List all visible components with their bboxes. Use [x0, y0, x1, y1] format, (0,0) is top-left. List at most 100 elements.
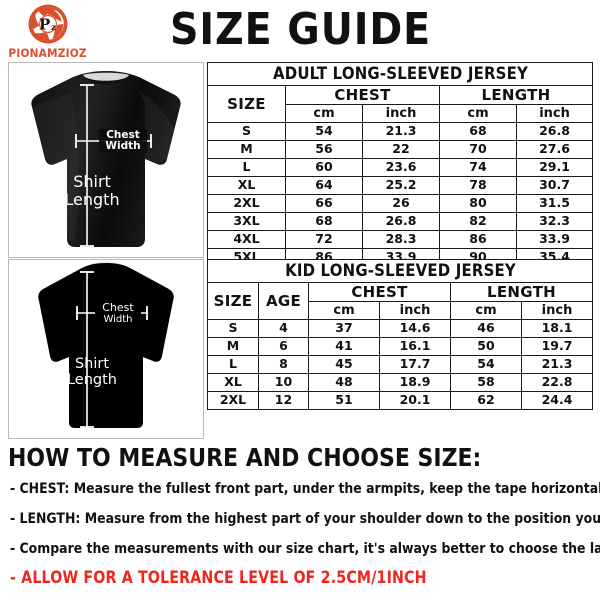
adult-cell-length-inch: 31.5: [515, 194, 594, 213]
adult-cell-size: XL: [207, 176, 286, 195]
kid-cell-chest-inch: 20.1: [379, 391, 451, 410]
adult-header-length-cm: cm: [439, 104, 517, 123]
kid-cell-length-inch: 21.3: [521, 355, 593, 374]
kid-size-table: KID LONG-SLEEVED JERSEY SIZE AGE CHEST L…: [207, 259, 593, 410]
table-row: S 54 21.3 68 26.8: [207, 122, 594, 141]
brand-name: PIONAMZIOZ: [8, 46, 88, 60]
gear-blade-logo-icon: P z: [26, 3, 70, 47]
adult-cell-chest-inch: 26: [362, 194, 440, 213]
adult-cell-length-cm: 74: [439, 158, 517, 177]
kid-cell-chest-inch: 17.7: [379, 355, 451, 374]
adult-cell-length-inch: 29.1: [515, 158, 594, 177]
table-row: M 56 22 70 27.6: [207, 140, 594, 159]
kid-header-age: AGE: [258, 282, 309, 320]
kid-cell-chest-inch: 18.9: [379, 373, 451, 392]
kid-chest-label-line1: Chest: [102, 301, 134, 314]
how-to-measure-title: HOW TO MEASURE AND CHOOSE SIZE:: [8, 443, 482, 472]
adult-cell-size: 2XL: [207, 194, 286, 213]
kid-header-length-cm: cm: [450, 301, 522, 320]
kid-cell-chest-cm: 51: [308, 391, 380, 410]
adult-cell-length-cm: 86: [439, 230, 517, 249]
kid-header-chest: CHEST: [308, 282, 451, 302]
adult-header-size: SIZE: [207, 85, 286, 123]
instruction-length: - LENGTH: Measure from the highest part …: [10, 511, 600, 527]
kid-cell-length-cm: 58: [450, 373, 522, 392]
kid-cell-chest-cm: 41: [308, 337, 380, 356]
kid-table-group-header-row: SIZE AGE CHEST LENGTH: [207, 282, 593, 320]
svg-text:z: z: [51, 23, 56, 33]
adult-cell-chest-cm: 60: [285, 158, 363, 177]
adult-size-table: ADULT LONG-SLEEVED JERSEY SIZE CHEST LEN…: [207, 62, 594, 267]
page-title: SIZE GUIDE: [170, 4, 432, 55]
kid-length-label-line1: Shirt: [75, 356, 109, 372]
table-row: XL 10 48 18.9 58 22.8: [207, 373, 593, 392]
instruction-chest: - CHEST: Measure the fullest front part,…: [10, 481, 600, 497]
table-row: 2XL 66 26 80 31.5: [207, 194, 594, 213]
adult-header-chest-cm: cm: [285, 104, 363, 123]
kid-cell-size: M: [207, 337, 259, 356]
adult-cell-chest-inch: 21.3: [362, 122, 440, 141]
kid-chest-label-line2: Width: [103, 314, 132, 325]
adult-cell-chest-cm: 68: [285, 212, 363, 231]
kid-cell-chest-cm: 37: [308, 319, 380, 338]
kid-cell-length-cm: 54: [450, 355, 522, 374]
table-row: M 6 41 16.1 50 19.7: [207, 337, 593, 356]
kid-cell-size: 2XL: [207, 391, 259, 410]
adult-header-chest-inch: inch: [362, 104, 440, 123]
kid-cell-length-cm: 46: [450, 319, 522, 338]
table-row: L 60 23.6 74 29.1: [207, 158, 594, 177]
kid-cell-size: S: [207, 319, 259, 338]
adult-jersey-svg: Chest Width Shirt Length: [9, 63, 203, 257]
brand-logo: P z PIONAMZIOZ: [8, 3, 88, 60]
adult-cell-length-inch: 27.6: [515, 140, 594, 159]
kid-cell-age: 8: [258, 355, 309, 374]
adult-cell-length-cm: 78: [439, 176, 517, 195]
kid-header-chest-inch: inch: [379, 301, 451, 320]
adult-chest-label-line1: Chest: [106, 129, 140, 141]
adult-cell-chest-cm: 56: [285, 140, 363, 159]
adult-length-label-line2: Length: [64, 190, 119, 209]
adult-cell-chest-inch: 28.3: [362, 230, 440, 249]
adult-cell-chest-cm: 54: [285, 122, 363, 141]
adult-cell-length-inch: 33.9: [515, 230, 594, 249]
adult-cell-size: S: [207, 122, 286, 141]
adult-cell-size: M: [207, 140, 286, 159]
kid-cell-chest-cm: 45: [308, 355, 380, 374]
kid-length-label-line2: Length: [67, 372, 117, 388]
adult-cell-length-inch: 30.7: [515, 176, 594, 195]
adult-cell-chest-inch: 25.2: [362, 176, 440, 195]
adult-cell-chest-inch: 22: [362, 140, 440, 159]
kid-jersey-illustration: Chest Width Shirt Length: [8, 259, 204, 439]
adult-cell-chest-cm: 66: [285, 194, 363, 213]
instruction-tolerance: - ALLOW FOR A TOLERANCE LEVEL OF 2.5CM/1…: [10, 568, 427, 587]
adult-cell-chest-inch: 26.8: [362, 212, 440, 231]
kid-cell-length-inch: 19.7: [521, 337, 593, 356]
adult-table-group-header-row: SIZE CHEST LENGTH: [207, 85, 594, 123]
adult-header-chest: CHEST: [285, 85, 440, 105]
adult-jersey-illustration: Chest Width Shirt Length: [8, 62, 204, 258]
kid-cell-age: 4: [258, 319, 309, 338]
how-to-measure-section: HOW TO MEASURE AND CHOOSE SIZE: - CHEST:…: [8, 443, 600, 587]
adult-cell-size: 3XL: [207, 212, 286, 231]
kid-cell-length-inch: 22.8: [521, 373, 593, 392]
adult-cell-length-inch: 32.3: [515, 212, 594, 231]
table-row: S 4 37 14.6 46 18.1: [207, 319, 593, 338]
adult-cell-chest-inch: 23.6: [362, 158, 440, 177]
adult-table-banner: ADULT LONG-SLEEVED JERSEY: [230, 62, 570, 86]
kid-table-banner: KID LONG-SLEEVED JERSEY: [230, 259, 570, 283]
adult-cell-chest-cm: 72: [285, 230, 363, 249]
kid-cell-size: L: [207, 355, 259, 374]
adult-cell-length-cm: 68: [439, 122, 517, 141]
kid-cell-chest-inch: 14.6: [379, 319, 451, 338]
svg-text:P: P: [39, 16, 50, 34]
table-row: XL 64 25.2 78 30.7: [207, 176, 594, 195]
logo-svg: P z: [28, 4, 68, 44]
adult-cell-length-cm: 70: [439, 140, 517, 159]
kid-cell-age: 6: [258, 337, 309, 356]
kid-header-chest-cm: cm: [308, 301, 380, 320]
adult-chest-label-line2: Width: [105, 140, 140, 152]
adult-cell-length-cm: 80: [439, 194, 517, 213]
adult-cell-length-cm: 82: [439, 212, 517, 231]
kid-cell-age: 12: [258, 391, 309, 410]
